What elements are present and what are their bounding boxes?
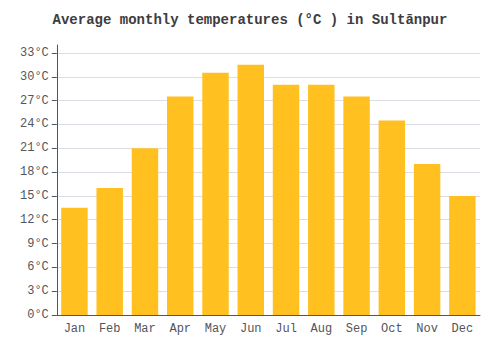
svg-text:Feb: Feb [99,322,121,336]
svg-text:18°C: 18°C [20,165,49,179]
svg-text:May: May [205,322,227,336]
svg-text:Mar: Mar [134,322,156,336]
svg-text:Jul: Jul [275,322,297,336]
svg-text:Oct: Oct [381,322,403,336]
svg-text:24°C: 24°C [20,117,49,131]
svg-text:Apr: Apr [169,322,191,336]
svg-text:Average monthly temperatures (: Average monthly temperatures (°C ) in Su… [53,12,448,28]
svg-text:27°C: 27°C [20,94,49,108]
svg-text:33°C: 33°C [20,46,49,60]
svg-text:12°C: 12°C [20,213,49,227]
svg-text:0°C: 0°C [27,308,49,322]
svg-text:Jan: Jan [64,322,86,336]
svg-text:9°C: 9°C [27,237,49,251]
svg-text:3°C: 3°C [27,284,49,298]
svg-text:15°C: 15°C [20,189,49,203]
svg-text:6°C: 6°C [27,260,49,274]
svg-text:21°C: 21°C [20,141,49,155]
svg-text:Nov: Nov [416,322,438,336]
svg-text:Aug: Aug [310,322,332,336]
svg-text:Jun: Jun [240,322,262,336]
svg-text:Sep: Sep [346,322,368,336]
svg-text:30°C: 30°C [20,70,49,84]
svg-text:Dec: Dec [452,322,474,336]
